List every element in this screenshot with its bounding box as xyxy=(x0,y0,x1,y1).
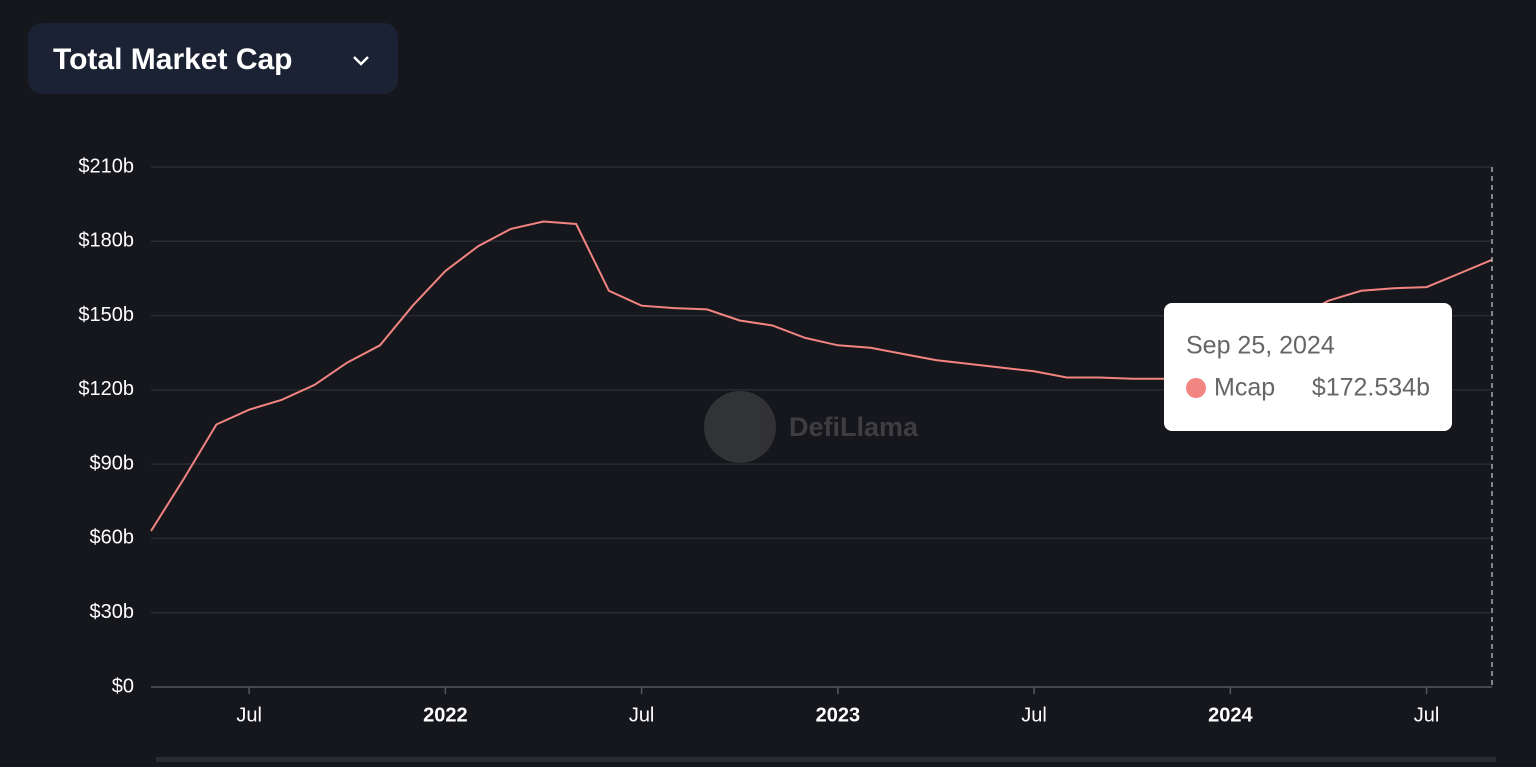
y-tick-label: $60b xyxy=(90,527,135,549)
y-tick-label: $180b xyxy=(78,230,134,252)
watermark: DefiLlama xyxy=(704,391,919,463)
selector[interactable]: Total Market Cap xyxy=(28,23,398,94)
x-tick-label: 2022 xyxy=(423,704,468,726)
tooltip: Sep 25, 2024 Mcap $172.534b xyxy=(1164,303,1452,431)
x-tick-label: 2024 xyxy=(1208,704,1253,726)
x-tick-label: 2023 xyxy=(816,704,861,726)
y-tick-label: $210b xyxy=(78,155,134,177)
watermark-logo xyxy=(704,391,776,463)
tooltip-box xyxy=(1164,303,1452,431)
tooltip-dot xyxy=(1186,378,1206,398)
chevron[interactable] xyxy=(353,56,369,66)
scrollbar[interactable] xyxy=(156,757,1496,762)
x-tick-label: Jul xyxy=(236,704,262,726)
x-tick-label: Jul xyxy=(1021,704,1047,726)
selector-label[interactable]: Total Market Cap xyxy=(53,43,293,76)
tooltip-name: Mcap xyxy=(1214,374,1275,402)
tooltip-date: Sep 25, 2024 xyxy=(1186,332,1335,360)
x-tick-label: Jul xyxy=(1414,704,1440,726)
y-tick-label: $120b xyxy=(78,378,134,400)
x-tick-label: Jul xyxy=(629,704,655,726)
y-tick-label: $90b xyxy=(90,452,135,474)
selector-box[interactable] xyxy=(28,23,398,94)
y-tick-label: $0 xyxy=(112,675,134,697)
y-tick-label: $150b xyxy=(78,304,134,326)
y-tick-label: $30b xyxy=(90,601,135,623)
watermark-text: DefiLlama xyxy=(789,412,919,442)
tooltip-value: $172.534b xyxy=(1312,374,1430,402)
